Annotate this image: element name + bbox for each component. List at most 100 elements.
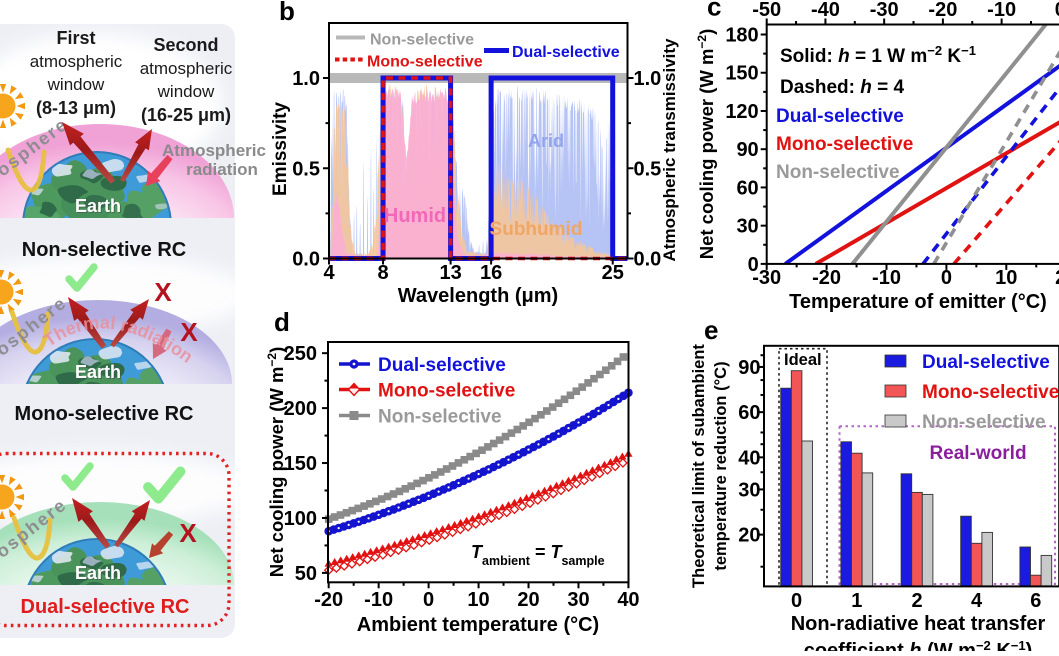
svg-text:Mono-selective: Mono-selective	[367, 54, 483, 71]
svg-text:150: 150	[284, 453, 317, 475]
svg-text:Non-selective RC: Non-selective RC	[22, 239, 187, 261]
svg-text:X: X	[154, 277, 172, 307]
svg-text:-20: -20	[314, 589, 343, 611]
svg-text:Earth: Earth	[75, 362, 121, 382]
svg-text:-10: -10	[987, 0, 1016, 21]
svg-text:90: 90	[738, 357, 760, 379]
svg-text:0.0: 0.0	[292, 249, 320, 271]
svg-text:Second: Second	[153, 35, 218, 55]
svg-text:50: 50	[295, 563, 317, 585]
svg-text:Earth: Earth	[76, 363, 122, 383]
svg-text:coefficient h (W m−2 K−1): coefficient h (W m−2 K−1)	[804, 638, 1033, 652]
svg-text:-20: -20	[928, 0, 957, 21]
svg-text:90: 90	[736, 139, 758, 161]
svg-text:150: 150	[725, 63, 758, 85]
svg-text:Subhumid: Subhumid	[490, 219, 583, 240]
svg-text:25: 25	[602, 262, 624, 284]
svg-text:atmospheric: atmospheric	[30, 52, 123, 71]
svg-text:1.0: 1.0	[292, 68, 320, 90]
svg-text:Dual-selective: Dual-selective	[512, 44, 620, 61]
svg-text:-30: -30	[752, 267, 781, 289]
svg-text:X: X	[179, 518, 197, 548]
svg-text:-20: -20	[812, 267, 841, 289]
svg-text:First: First	[56, 28, 95, 48]
svg-text:0.5: 0.5	[292, 158, 320, 180]
svg-text:10: 10	[467, 589, 489, 611]
svg-text:Humid: Humid	[384, 205, 446, 227]
svg-text:Atmospheric: Atmospheric	[162, 141, 266, 160]
svg-text:Mono-selective: Mono-selective	[922, 382, 1059, 403]
svg-text:Mono-selective: Mono-selective	[378, 381, 515, 402]
svg-text:Earth: Earth	[75, 196, 121, 216]
svg-text:180: 180	[725, 25, 758, 47]
svg-text:Temperature of emitter (°C): Temperature of emitter (°C)	[789, 291, 1047, 313]
svg-text:13: 13	[439, 262, 461, 284]
svg-text:Non-selective: Non-selective	[370, 32, 474, 49]
svg-text:0: 0	[941, 267, 952, 289]
svg-text:200: 200	[284, 398, 317, 420]
svg-text:(8-13 μm): (8-13 μm)	[36, 98, 116, 118]
svg-text:Dual-selective: Dual-selective	[776, 106, 904, 127]
svg-text:Earth: Earth	[76, 564, 122, 584]
svg-text:0: 0	[423, 589, 434, 611]
svg-text:Ideal: Ideal	[784, 351, 822, 369]
svg-text:-10: -10	[872, 267, 901, 289]
svg-text:Real-world: Real-world	[929, 443, 1026, 464]
svg-text:radiation: radiation	[186, 160, 258, 179]
svg-text:e: e	[704, 315, 718, 345]
svg-text:0: 0	[748, 254, 759, 276]
svg-text:c: c	[707, 0, 721, 22]
svg-text:Earth: Earth	[75, 563, 121, 583]
svg-text:-10: -10	[364, 589, 393, 611]
svg-text:120: 120	[725, 101, 758, 123]
svg-text:0: 0	[791, 590, 802, 612]
svg-text:Dual-selective: Dual-selective	[922, 352, 1050, 373]
svg-text:Wavelength (μm): Wavelength (μm)	[398, 285, 558, 307]
svg-text:Theoretical limit of subambien: Theoretical limit of subambient	[690, 344, 708, 588]
svg-text:60: 60	[736, 177, 758, 199]
svg-text:8: 8	[377, 262, 388, 284]
svg-text:-50: -50	[752, 0, 781, 21]
svg-text:0.5: 0.5	[634, 158, 662, 180]
svg-text:window: window	[157, 82, 215, 101]
svg-text:30: 30	[736, 216, 758, 238]
svg-text:Emissivity: Emissivity	[270, 102, 291, 196]
svg-text:20: 20	[1055, 267, 1059, 289]
svg-text:Solid: h = 1 W m−2 K−1: Solid: h = 1 W m−2 K−1	[780, 43, 976, 68]
svg-text:10: 10	[995, 267, 1017, 289]
svg-text:Non-selective: Non-selective	[922, 412, 1046, 433]
svg-text:-40: -40	[811, 0, 840, 21]
svg-text:0.0: 0.0	[634, 249, 662, 271]
svg-text:Net cooling power (W m−2): Net cooling power (W m−2)	[265, 347, 287, 578]
svg-text:Non-selective: Non-selective	[776, 162, 900, 183]
svg-text:atmospheric: atmospheric	[140, 59, 233, 78]
svg-text:250: 250	[284, 343, 317, 365]
svg-text:20: 20	[738, 525, 760, 547]
svg-text:1.0: 1.0	[634, 68, 662, 90]
svg-text:0: 0	[1055, 0, 1059, 21]
svg-text:Net cooling power (W m−2): Net cooling power (W m−2)	[695, 29, 717, 260]
svg-text:6: 6	[1030, 590, 1041, 612]
svg-text:20: 20	[517, 589, 539, 611]
svg-text:-30: -30	[870, 0, 899, 21]
svg-text:4: 4	[971, 590, 983, 612]
svg-text:4: 4	[323, 262, 335, 284]
svg-text:Earth: Earth	[76, 197, 122, 217]
svg-text:16: 16	[480, 262, 502, 284]
svg-text:Non-radiative heat transfer: Non-radiative heat transfer	[791, 613, 1046, 635]
svg-text:Dashed: h = 4: Dashed: h = 4	[780, 77, 905, 98]
svg-text:100: 100	[284, 508, 317, 530]
svg-text:30: 30	[567, 589, 589, 611]
svg-text:Ambient temperature (°C): Ambient temperature (°C)	[357, 614, 599, 636]
svg-text:40: 40	[738, 447, 760, 469]
svg-text:window: window	[47, 75, 105, 94]
svg-text:Mono-selective RC: Mono-selective RC	[15, 403, 194, 425]
svg-text:X: X	[180, 317, 198, 347]
svg-text:2: 2	[911, 590, 922, 612]
svg-text:Arid: Arid	[528, 131, 564, 151]
svg-text:60: 60	[738, 402, 760, 424]
svg-text:1: 1	[851, 590, 862, 612]
svg-text:d: d	[274, 307, 290, 337]
svg-text:Mono-selective: Mono-selective	[776, 134, 913, 155]
svg-text:Dual-selective: Dual-selective	[378, 355, 506, 376]
